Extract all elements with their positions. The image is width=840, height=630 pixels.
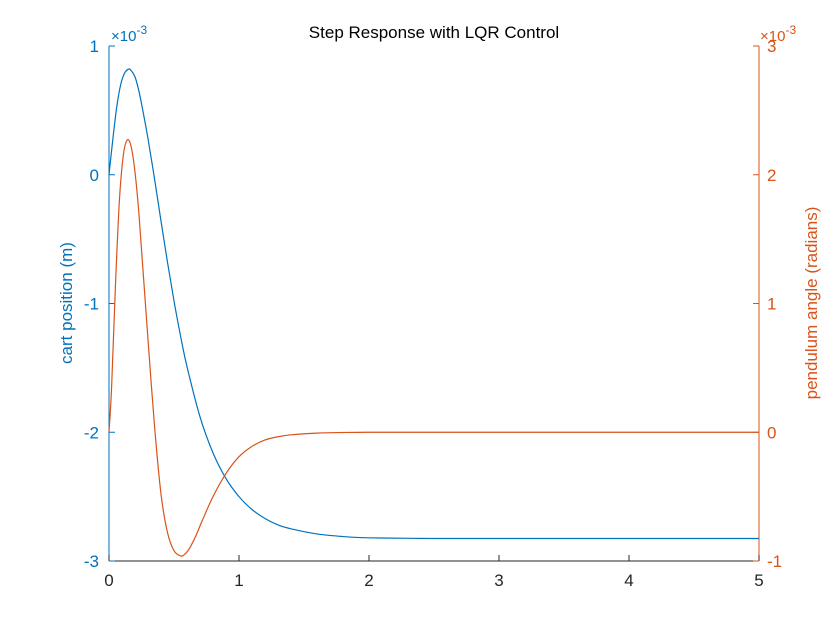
- x-tick-label: 1: [234, 571, 243, 590]
- x-tick-label: 2: [364, 571, 373, 590]
- chart-title: Step Response with LQR Control: [309, 23, 559, 42]
- right-y-tick-label: 2: [767, 166, 776, 185]
- right-y-tick-label: 3: [767, 37, 776, 56]
- left-y-tick-label: -1: [84, 295, 99, 314]
- right-axis-exponent: ×10-3: [760, 23, 796, 45]
- left-y-tick-label: 0: [90, 166, 99, 185]
- right-y-tick-label: -1: [767, 552, 782, 571]
- left-y-tick-label: -3: [84, 552, 99, 571]
- x-tick-label: 5: [754, 571, 763, 590]
- left-y-tick-label: -2: [84, 423, 99, 442]
- x-tick-label: 3: [494, 571, 503, 590]
- left-y-tick-label: 1: [90, 37, 99, 56]
- left-axis-exponent: ×10-3: [111, 23, 147, 45]
- plot-area: 0 1 2 3 4 5 -3 -2 -1 0 1 -1 0 1 2 3: [84, 37, 782, 590]
- cart-position-line: [108, 68, 759, 540]
- right-axis-label: pendulum angle (radians): [802, 207, 821, 400]
- right-y-tick-label: 1: [767, 295, 776, 314]
- pendulum-angle-line: [108, 139, 759, 557]
- x-tick-label: 4: [624, 571, 633, 590]
- right-y-tick-label: 0: [767, 423, 776, 442]
- x-tick-label: 0: [104, 571, 113, 590]
- left-axis-label: cart position (m): [57, 242, 76, 364]
